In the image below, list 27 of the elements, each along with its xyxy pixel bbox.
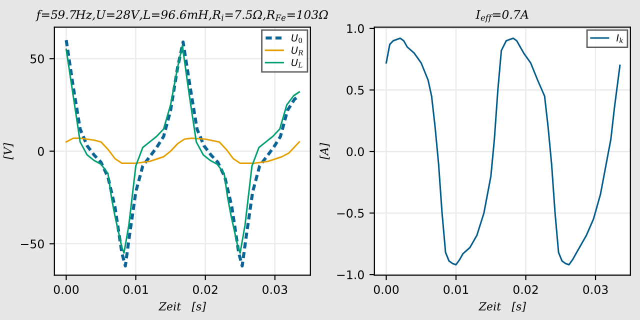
y-tick-label: 0 [38,146,44,156]
x-tick-label: 0.03 [262,285,288,294]
y-tick-label: −0.5 [337,208,364,218]
y-axis-title: [V] [3,142,14,160]
y-tick-label: 1.0 [347,24,364,34]
x-tick-label: 0.03 [583,285,608,294]
x-tick-label: 0.01 [123,285,148,294]
y-tick-label: 0.5 [346,86,364,95]
x-tick-label: 0.00 [374,285,399,294]
x-axis-title: Zeit [s] [158,302,206,312]
y-tick-label: −1.0 [337,270,364,280]
chart-title: f=59.7Hz,U=28V,L=96.6mH,R$_{i}$=7.5Ω,R$_{Fe}$=103Ω [36,10,328,22]
y-tick-label: 50 [30,54,44,64]
chart-title: I$_{eff}$=0.7A [476,10,528,22]
legend-label: I$_{k}$ [616,34,623,43]
y-tick-label: −50 [21,239,44,248]
x-tick-label: 0.01 [444,285,468,294]
x-tick-label: 0.00 [54,285,79,294]
legend-label: U$_{0}$ [292,34,302,43]
legend-label: U$_{L}$ [292,58,302,68]
x-tick-label: 0.02 [192,285,218,294]
line-series [65,137,300,164]
x-axis-title: Zeit [s] [478,302,526,312]
x-tick-label: 0.02 [513,285,538,294]
y-tick-label: 0.0 [346,147,364,156]
y-axis-title: [A] [320,142,330,160]
legend-label: U$_{R}$ [292,46,304,56]
